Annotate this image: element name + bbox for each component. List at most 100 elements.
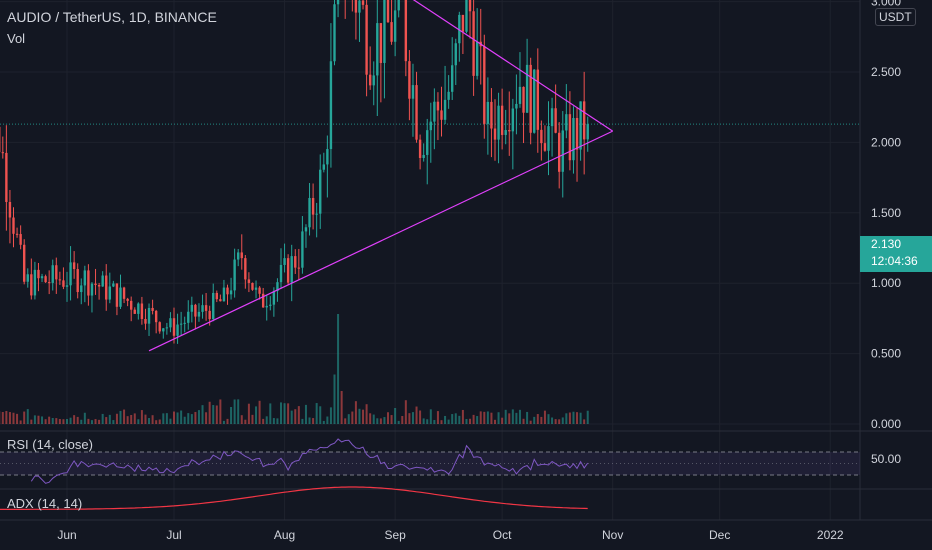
volume-bar (183, 416, 186, 424)
candle-body (55, 265, 58, 280)
candle-body (326, 149, 329, 165)
candle-body (12, 217, 15, 234)
volume-bar (490, 412, 493, 424)
candle-body (97, 285, 101, 287)
candle-body (486, 101, 490, 124)
volume-bar (394, 407, 397, 424)
volume-bar (540, 416, 543, 424)
volume-bar (476, 416, 479, 424)
volume-bar (358, 408, 361, 424)
candle-body (190, 304, 194, 312)
volume-bar (404, 400, 407, 424)
volume-bar (543, 410, 546, 424)
candle-body (108, 286, 111, 300)
volume-bar (508, 413, 511, 424)
volume-bar (326, 416, 329, 424)
volume-bar (533, 416, 536, 424)
candle-body (333, 4, 336, 62)
candle-body (112, 283, 115, 287)
volume-bar (105, 417, 108, 424)
volume-bar (73, 415, 76, 424)
candle-body (33, 269, 37, 296)
candle-body (208, 310, 211, 320)
volume-bar (372, 414, 375, 424)
candle-body (461, 14, 465, 32)
candle-body (500, 105, 504, 135)
volume-bar (554, 419, 557, 424)
volume-bar (112, 420, 115, 424)
volume-bar (440, 420, 443, 424)
volume-bar (151, 415, 154, 424)
candle-body (212, 292, 215, 320)
volume-bar (201, 405, 204, 424)
candle-body (219, 299, 222, 302)
volume-bar (205, 412, 208, 424)
candle-body (319, 169, 322, 214)
volume-bar (287, 403, 290, 424)
candle-body (126, 298, 129, 301)
candle-body (493, 128, 497, 140)
candle-body (254, 287, 258, 290)
candle-body (94, 283, 97, 286)
volume-bar (433, 420, 436, 424)
volume-bar (55, 418, 58, 424)
candle-body (176, 324, 179, 336)
volume-bar (87, 418, 90, 424)
volume-bar (90, 420, 93, 424)
currency-unit-button[interactable]: USDT (875, 8, 916, 26)
time-axis-label: Aug (274, 528, 295, 542)
candle-body (358, 0, 361, 13)
candle-body (475, 41, 479, 76)
volume-bar (194, 411, 197, 424)
volume-bar (429, 409, 432, 424)
volume-bar (23, 411, 26, 424)
volume-bar (148, 418, 151, 424)
candle-body (187, 311, 190, 323)
volume-label[interactable]: Vol (7, 31, 26, 46)
volume-bar (329, 407, 332, 424)
candle-body (1, 152, 4, 154)
candle-body (397, 0, 400, 11)
candle-body (440, 110, 443, 120)
volume-bar (522, 418, 525, 424)
volume-bar (454, 413, 457, 424)
volume-bar (66, 418, 68, 424)
candle-body (272, 291, 276, 305)
candle-body (468, 0, 472, 12)
candle-body (550, 108, 554, 127)
rsi-label[interactable]: RSI (14, close) (7, 437, 93, 452)
volume-bar (247, 403, 250, 424)
candle-body (62, 280, 65, 287)
candle-body (265, 305, 268, 308)
symbol-title[interactable]: AUDIO / TetherUS, 1D, BINANCE (7, 9, 217, 25)
volume-bar (212, 405, 215, 424)
candle-body (304, 227, 308, 232)
candle-body (286, 258, 290, 283)
volume-bar (444, 415, 447, 424)
time-axis-label: Jun (57, 528, 76, 542)
volume-bar (426, 419, 429, 424)
volume-bar (158, 419, 161, 424)
candle-body (115, 283, 119, 307)
volume-bar (1, 411, 4, 424)
volume-bar (447, 419, 450, 424)
candle-body (582, 101, 586, 140)
volume-bar (37, 415, 40, 424)
candle-body (8, 201, 12, 218)
candle-body (290, 256, 293, 283)
price-tick-label: 1.500 (871, 206, 901, 220)
volume-bar (319, 406, 322, 424)
volume-bar (483, 411, 486, 424)
candle-body (183, 322, 186, 324)
candle-body (130, 300, 133, 310)
volume-bar (536, 414, 539, 424)
volume-bar (83, 412, 86, 424)
volume-bar (529, 420, 532, 424)
volume-bar (258, 400, 261, 424)
volume-bar (411, 412, 414, 424)
volume-bar (297, 406, 300, 424)
adx-label[interactable]: ADX (14, 14) (7, 496, 83, 511)
adx-line (0, 486, 588, 510)
candle-body (72, 262, 76, 270)
